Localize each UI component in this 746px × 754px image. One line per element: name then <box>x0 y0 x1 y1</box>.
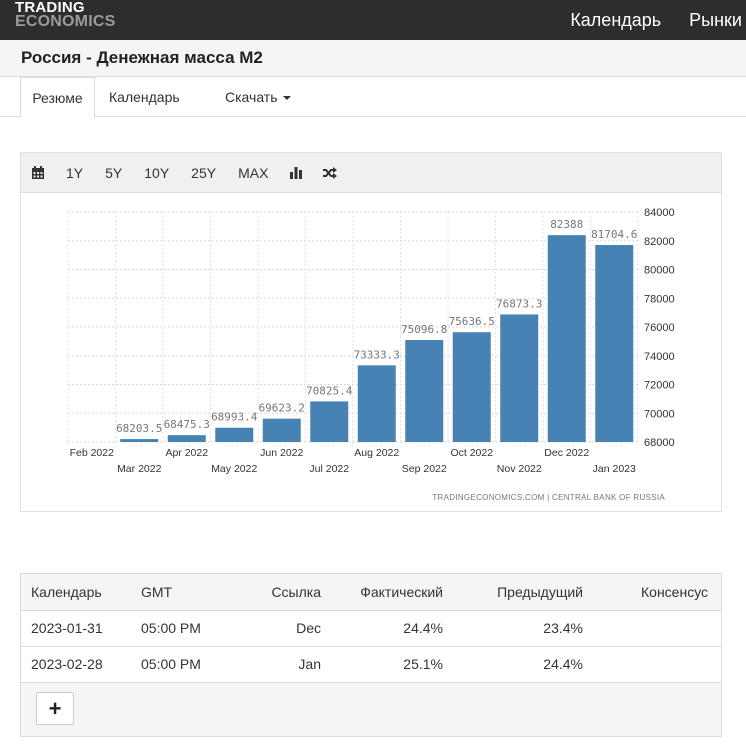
bar <box>262 418 301 442</box>
logo[interactable]: TRADING ECONOMICS <box>15 0 116 30</box>
data-label: 75096.8 <box>401 323 447 336</box>
x-tick-label: May 2022 <box>211 463 257 475</box>
calendar-table-panel: Календарь GMT Ссылка Фактический Предыду… <box>20 573 722 737</box>
data-label: 75636.5 <box>449 315 495 328</box>
bar <box>167 435 206 442</box>
cell-previous: 24.4% <box>451 646 591 683</box>
header-reference: Ссылка <box>236 574 331 611</box>
x-tick-label: Jan 2023 <box>593 463 636 475</box>
data-label: 68203.5 <box>116 422 162 435</box>
data-label: 81704.6 <box>591 228 637 241</box>
bar <box>120 439 159 442</box>
caret-down-icon <box>282 96 291 101</box>
calendar-table: Календарь GMT Ссылка Фактический Предыду… <box>21 574 721 683</box>
data-label: 82388 <box>550 218 583 231</box>
y-tick-label: 82000 <box>644 236 675 248</box>
x-tick-label: Dec 2022 <box>544 447 589 459</box>
header-consensus: Консенсус <box>591 574 721 611</box>
add-row-button[interactable]: + <box>36 692 74 725</box>
logo-line-1: TRADING <box>15 0 85 16</box>
data-label: 76873.3 <box>496 297 542 310</box>
tab-calendar[interactable]: Календарь <box>109 89 180 105</box>
bar <box>547 235 586 442</box>
tab-summary[interactable]: Резюме <box>20 77 95 118</box>
data-label: 68993.4 <box>211 411 258 424</box>
x-tick-label: Nov 2022 <box>497 463 542 475</box>
title-bar: Россия - Денежная масса M2 <box>0 40 746 77</box>
cell-reference: Dec <box>236 610 331 647</box>
x-tick-label: Jun 2022 <box>260 447 303 459</box>
y-tick-label: 74000 <box>644 351 675 363</box>
bar <box>595 244 634 442</box>
bar <box>215 427 254 442</box>
y-tick-label: 68000 <box>644 437 675 449</box>
data-label: 68475.3 <box>164 418 210 431</box>
range-1y-button[interactable]: 1Y <box>66 164 84 181</box>
x-tick-label: Feb 2022 <box>70 447 115 459</box>
bar <box>405 339 444 442</box>
cell-date: 2023-02-28 <box>21 646 141 683</box>
data-label: 73333.3 <box>354 348 400 361</box>
tab-download-label: Скачать <box>225 89 278 105</box>
data-label: 70825.4 <box>306 384 353 397</box>
header-previous: Предыдущий <box>451 574 591 611</box>
range-max-button[interactable]: MAX <box>238 164 269 181</box>
source-label: TRADINGECONOMICS.COM | CENTRAL BANK OF R… <box>432 493 665 502</box>
header-gmt: GMT <box>141 574 236 611</box>
y-tick-label: 70000 <box>644 408 675 420</box>
range-5y-button[interactable]: 5Y <box>105 164 123 181</box>
cell-consensus <box>591 610 721 647</box>
chart-panel: 1Y 5Y 10Y 25Y MAX 68000 70000 72000 74000 76… <box>20 152 722 512</box>
y-tick-label: 84000 <box>644 207 675 219</box>
range-25y-button[interactable]: 25Y <box>191 164 217 181</box>
y-tick-label: 76000 <box>644 322 675 334</box>
data-label: 69623.2 <box>259 402 305 415</box>
tab-bar: Резюме Календарь Скачать <box>0 77 746 118</box>
y-tick-label: 80000 <box>644 265 675 277</box>
top-nav-links: Календарь Рынки <box>570 0 746 40</box>
range-10y-button[interactable]: 10Y <box>144 164 170 181</box>
logo-line-2: ECONOMICS <box>15 13 116 30</box>
calendar-icon[interactable] <box>21 153 55 193</box>
tab-download[interactable]: Скачать <box>225 77 291 117</box>
y-tick-label: 72000 <box>644 380 675 392</box>
cell-time: 05:00 PM <box>141 610 236 647</box>
top-navbar: TRADING ECONOMICS Календарь Рынки <box>0 0 746 40</box>
table-row: 2023-01-31 05:00 PM Dec 24.4% 23.4% <box>21 610 721 647</box>
money-supply-chart: 68000 70000 72000 74000 76000 78000 80000 82000… <box>67 207 675 502</box>
x-tick-label: Mar 2022 <box>117 463 162 475</box>
cell-time: 05:00 PM <box>141 646 236 683</box>
cell-date: 2023-01-31 <box>21 610 141 647</box>
bar <box>357 365 396 442</box>
cell-reference: Jan <box>236 646 331 683</box>
cell-actual: 24.4% <box>331 610 451 647</box>
x-tick-label: Sep 2022 <box>402 463 447 475</box>
bar <box>310 401 349 442</box>
shuffle-icon[interactable] <box>313 153 347 193</box>
nav-markets-link[interactable]: Рынки <box>689 9 742 30</box>
x-tick-label: Apr 2022 <box>165 447 208 459</box>
table-header-row: Календарь GMT Ссылка Фактический Предыду… <box>21 574 721 611</box>
chart-toolbar: 1Y 5Y 10Y 25Y MAX <box>21 153 721 193</box>
page-title: Россия - Денежная масса M2 <box>21 48 263 67</box>
cell-actual: 25.1% <box>331 646 451 683</box>
cell-previous: 23.4% <box>451 610 591 647</box>
nav-calendar-link[interactable]: Календарь <box>570 9 662 30</box>
x-tick-label: Jul 2022 <box>309 463 349 475</box>
table-footer: + <box>21 683 721 736</box>
header-actual: Фактический <box>331 574 451 611</box>
x-tick-label: Oct 2022 <box>450 447 493 459</box>
header-calendar: Календарь <box>21 574 141 611</box>
bar-chart-icon[interactable] <box>279 153 313 193</box>
y-tick-label: 78000 <box>644 293 675 305</box>
table-row: 2023-02-28 05:00 PM Jan 25.1% 24.4% <box>21 646 721 683</box>
cell-consensus <box>591 646 721 683</box>
x-tick-label: Aug 2022 <box>354 447 399 459</box>
bar <box>500 314 539 442</box>
bar <box>452 332 491 442</box>
